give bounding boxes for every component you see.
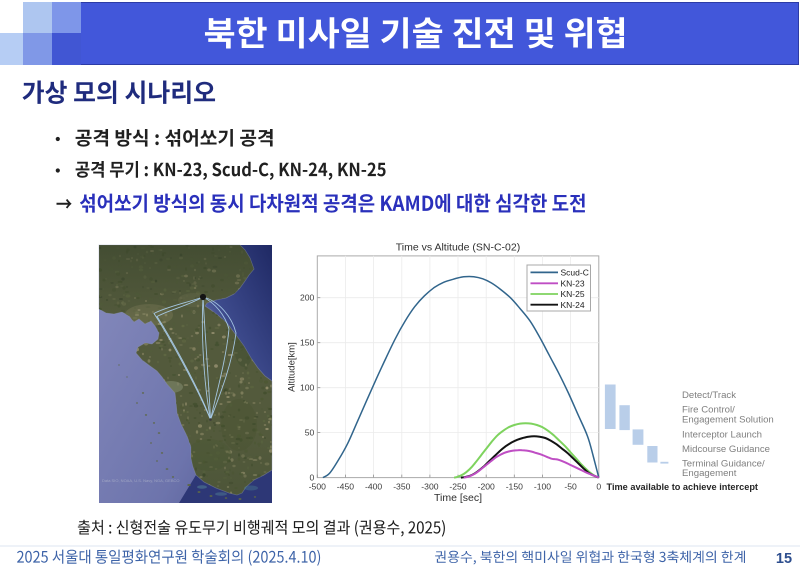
svg-text:-50: -50 bbox=[564, 482, 577, 492]
svg-text:0: 0 bbox=[596, 482, 601, 492]
svg-text:-250: -250 bbox=[449, 482, 466, 492]
svg-text:150: 150 bbox=[300, 338, 315, 348]
svg-text:-500: -500 bbox=[309, 482, 326, 492]
svg-text:Time available to achieve inte: Time available to achieve intercept bbox=[607, 482, 759, 492]
svg-text:0: 0 bbox=[310, 473, 315, 483]
svg-text:Midcourse Guidance: Midcourse Guidance bbox=[682, 444, 770, 455]
svg-text:-200: -200 bbox=[478, 482, 495, 492]
svg-text:KN-23: KN-23 bbox=[561, 278, 585, 288]
svg-text:Detect/Track: Detect/Track bbox=[682, 390, 736, 401]
svg-text:Engagement: Engagement bbox=[682, 468, 737, 479]
svg-text:Altitude[km]: Altitude[km] bbox=[287, 342, 298, 392]
svg-text:Scud-C: Scud-C bbox=[561, 268, 589, 278]
svg-text:Data SIO, NOAA, U.S. Navy, NGA: Data SIO, NOAA, U.S. Navy, NGA, GEBCO bbox=[102, 478, 180, 483]
svg-text:-100: -100 bbox=[534, 482, 551, 492]
svg-text:-300: -300 bbox=[421, 482, 438, 492]
svg-text:-350: -350 bbox=[393, 482, 410, 492]
svg-text:100: 100 bbox=[300, 383, 315, 393]
svg-text:Time [sec]: Time [sec] bbox=[434, 492, 482, 504]
svg-text:50: 50 bbox=[305, 428, 315, 438]
svg-text:Terminal Guidance/: Terminal Guidance/ bbox=[682, 458, 765, 469]
svg-text:200: 200 bbox=[300, 293, 315, 303]
svg-text:Engagement Solution: Engagement Solution bbox=[682, 415, 774, 426]
svg-text:KN-25: KN-25 bbox=[561, 289, 585, 299]
svg-text:-450: -450 bbox=[337, 482, 354, 492]
svg-text:Interceptor Launch: Interceptor Launch bbox=[682, 429, 762, 440]
svg-text:Time vs Altitude (SN-C-02): Time vs Altitude (SN-C-02) bbox=[396, 242, 520, 254]
svg-text:Fire Control/: Fire Control/ bbox=[682, 405, 735, 416]
svg-text:KN-24: KN-24 bbox=[561, 300, 585, 310]
svg-text:15: 15 bbox=[776, 551, 792, 567]
svg-text:-150: -150 bbox=[506, 482, 523, 492]
svg-text:-400: -400 bbox=[365, 482, 382, 492]
